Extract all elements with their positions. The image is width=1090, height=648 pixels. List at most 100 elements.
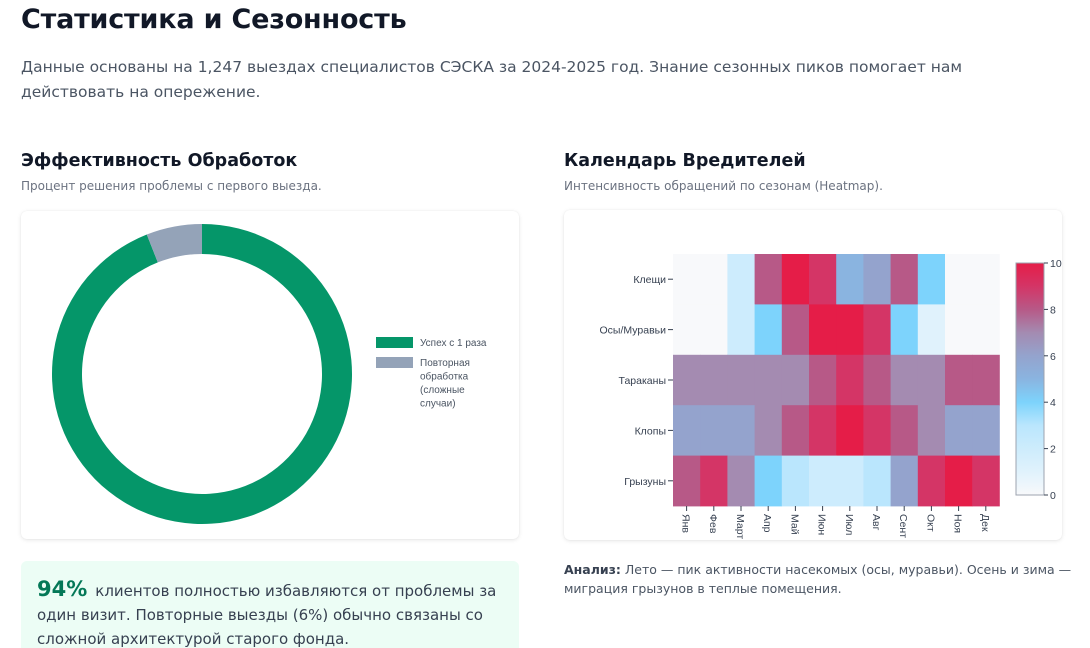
y-tick-label: Клещи [633,274,666,286]
calendar-subtitle: Интенсивность обращений по сезонам (Heat… [564,179,883,193]
heatmap-cell [972,405,1000,456]
heatmap-cell [863,455,891,507]
colorbar-tick-label: 0 [1050,490,1056,502]
x-tick-label: Июн [816,514,828,535]
heatmap-cell [972,354,1000,406]
heatmap-cell [890,354,919,406]
x-tick-label: Окт [924,514,936,532]
highlight-value: 94% [37,577,88,601]
heatmap-cell [863,254,891,305]
analysis-label: Анализ: [564,562,621,577]
heatmap-cell [945,405,973,456]
legend-label: обработка [420,371,469,383]
x-tick-label: Фев [707,514,719,534]
heatmap-cell [917,405,946,456]
doughnut-slice [51,224,352,524]
heatmap-cell [809,455,837,507]
page-title: Статистика и Сезонность [21,4,407,35]
heatmap-cell [809,304,837,356]
y-tick-label: Грызуны [624,476,666,488]
heatmap-cell [945,304,973,356]
heatmap-cell [945,254,973,305]
heatmap-cell [700,304,728,356]
heatmap-cell [727,405,755,456]
heatmap-cell [727,354,755,406]
y-tick-label: Тараканы [619,375,666,387]
effectiveness-subtitle: Процент решения проблемы с первого выезд… [21,179,322,193]
effectiveness-title: Эффективность Обработок [21,151,298,171]
x-tick-label: Дек [979,514,991,532]
legend-label: Повторная [420,358,470,369]
heatmap-cell [890,304,919,356]
legend-label: Успех с 1 раза [420,338,487,349]
heatmap-cell [809,405,837,456]
heatmap-cell [836,304,864,356]
heatmap-cell [836,405,864,456]
heatmap-cell [890,405,919,456]
x-tick-label: Май [788,514,800,535]
y-tick-label: Клопы [635,425,666,437]
heatmap-cell [754,354,783,406]
heatmap-cell [754,254,783,305]
doughnut-card: Успех с 1 раза Повторная обработка (сложные… [21,211,519,539]
colorbar-tick-label: 2 [1050,444,1056,456]
heatmap-card: Клещи Осы/Муравьи Тараканы Клопы Грызуны Янв Ф… [564,210,1062,593]
heatmap-cell [727,304,755,356]
heatmap-cell [809,254,837,305]
page-intro: Данные основаны на 1,247 выездах специал… [21,58,963,101]
x-tick-label: Сент [897,514,909,538]
highlight-text: клиентов полностью избавляются от пробле… [37,582,497,648]
heatmap-cell [972,254,1000,305]
heatmap-cell [781,405,810,456]
heatmap-chart: Клещи Осы/Муравьи Тараканы Клопы Грызуны Янв Ф… [600,254,1062,593]
y-tick-label: Осы/Муравьи [600,325,667,337]
heatmap-cell [700,254,728,305]
heatmap-cell [863,405,891,456]
heatmap-cell [809,354,837,406]
heatmap-cell [945,455,973,507]
x-tick-label: Июл [843,514,855,535]
doughnut-chart: Успех с 1 раза Повторная обработка (сложные… [51,224,487,524]
x-tick-label: Янв [680,514,692,533]
colorbar-tick-label: 10 [1050,258,1062,270]
heatmap-cell [917,304,946,356]
heatmap-cell [972,304,1000,356]
heatmap-cell [945,354,973,406]
heatmap-cell [836,455,864,507]
heatmap-cell [673,304,701,356]
heatmap-cell [972,455,1000,507]
heatmap-cell [673,405,701,456]
heatmap-cell [781,354,810,406]
heatmap-cell [917,354,946,406]
heatmap-cell [863,304,891,356]
legend-label: (сложные [420,385,465,396]
colorbar-tick-label: 6 [1050,351,1056,363]
colorbar-tick-label: 8 [1050,304,1056,316]
analysis-text: Лето — пик активности насекомых (осы, му… [564,562,1072,596]
colorbar-tick-label: 4 [1050,397,1056,409]
heatmap-cell [917,455,946,507]
heatmap-cell [754,455,783,507]
heatmap-cell [754,304,783,356]
heatmap-cell [700,354,728,406]
x-tick-label: Апр [761,514,773,533]
heatmap-cell [890,254,919,305]
heatmap-cell [917,254,946,305]
heatmap-cell [836,354,864,406]
heatmap-cell [781,254,810,305]
heatmap-cell [673,254,701,305]
heatmap-cell [673,455,701,507]
heatmap-cell [727,254,755,305]
heatmap-cell [781,304,810,356]
legend-swatch [376,337,413,348]
legend-label: случаи) [420,399,456,410]
heatmap-cell [863,354,891,406]
doughnut-slice [146,224,202,263]
heatmap-cell [727,455,755,507]
heatmap-cell [890,455,919,507]
colorbar [1015,262,1045,496]
legend-swatch [376,357,413,368]
x-tick-label: Март [734,514,746,539]
heatmap-cell [781,455,810,507]
heatmap-cell [673,354,701,406]
